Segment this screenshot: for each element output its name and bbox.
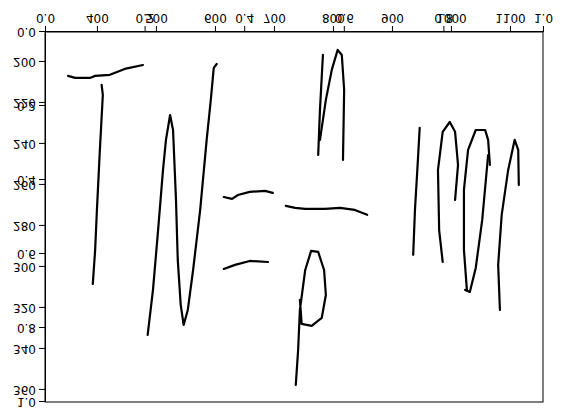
tick-label: 0.0 bbox=[17, 25, 36, 39]
stroke-line bbox=[224, 191, 273, 199]
tick-label: 400 bbox=[86, 11, 109, 25]
tick-label: 0.6 bbox=[17, 247, 36, 261]
tick-mark bbox=[39, 327, 45, 328]
tick: 700 bbox=[263, 11, 286, 32]
tick: 0.4 bbox=[17, 173, 45, 187]
y2-axis: 0.0 0.2 0.4 0.6 0.8 1.0 bbox=[17, 25, 46, 409]
tick-mark bbox=[39, 253, 45, 254]
tick-label: 280 bbox=[13, 219, 36, 233]
stroke-line bbox=[93, 85, 103, 284]
tick-mark bbox=[39, 179, 45, 180]
tick-label: 1.0 bbox=[17, 395, 36, 409]
axis-line bbox=[45, 32, 46, 402]
tick-label: 1.0 bbox=[534, 11, 553, 25]
stroke-line bbox=[413, 128, 419, 255]
tick-label: 600 bbox=[204, 11, 227, 25]
stroke-line bbox=[320, 50, 344, 160]
tick-mark bbox=[344, 26, 345, 32]
tick-mark bbox=[145, 26, 146, 32]
tick-label: 0.4 bbox=[17, 173, 36, 187]
stroke-line bbox=[438, 122, 458, 262]
tick-label: 1100 bbox=[495, 11, 526, 25]
tick-label: 0.8 bbox=[17, 321, 36, 335]
tick-label: 0.6 bbox=[335, 11, 354, 25]
tick: 1.0 bbox=[534, 11, 553, 32]
tick: 0.4 bbox=[235, 11, 254, 32]
tick-mark bbox=[39, 184, 45, 185]
tick-label: 360 bbox=[13, 383, 36, 397]
tick-label: 900 bbox=[381, 11, 404, 25]
tick-label: 0.0 bbox=[36, 11, 55, 25]
axis-line bbox=[46, 31, 544, 32]
tick-mark bbox=[39, 389, 45, 390]
stroke-line bbox=[224, 261, 268, 269]
y-axis: 200220240260280300320340360 bbox=[13, 32, 45, 402]
tick: 280 bbox=[13, 219, 45, 233]
x-axis: 40050060070080090010001100 bbox=[46, 11, 544, 32]
tick: 0.8 bbox=[17, 321, 45, 335]
stroke-line bbox=[296, 251, 326, 385]
tick: 0.6 bbox=[335, 11, 354, 32]
tick: 1100 bbox=[495, 11, 526, 32]
tick-mark bbox=[39, 102, 45, 103]
tick: 900 bbox=[381, 11, 404, 32]
plot-area bbox=[68, 50, 519, 385]
tick-mark bbox=[543, 26, 544, 32]
tick-label: 0.2 bbox=[17, 99, 36, 113]
tick-mark bbox=[39, 307, 45, 308]
tick: 200 bbox=[13, 55, 45, 69]
tick-label: 320 bbox=[13, 301, 36, 315]
stroke-line bbox=[148, 64, 217, 335]
tick-label: 200 bbox=[13, 55, 36, 69]
flipped-chart: 400500600700800900100011000.00.20.40.60.… bbox=[13, 11, 553, 408]
tick: 340 bbox=[13, 342, 45, 356]
tick: 0.0 bbox=[36, 11, 55, 32]
tick-label: 300 bbox=[13, 260, 36, 274]
tick-mark bbox=[45, 26, 46, 32]
tick: 0.8 bbox=[434, 11, 453, 32]
tick: 0.2 bbox=[136, 11, 155, 32]
tick-label: 240 bbox=[13, 137, 36, 151]
tick: 1.0 bbox=[17, 395, 45, 409]
tick-mark bbox=[39, 105, 45, 106]
axis-line bbox=[45, 32, 46, 402]
tick: 320 bbox=[13, 301, 45, 315]
stroke-line bbox=[498, 140, 519, 310]
tick-label: 700 bbox=[263, 11, 286, 25]
tick: 600 bbox=[204, 11, 227, 32]
plot-frame bbox=[45, 32, 543, 402]
tick-label: 340 bbox=[13, 342, 36, 356]
axis-line bbox=[46, 31, 544, 32]
stroke-line bbox=[465, 155, 488, 292]
tick-mark bbox=[39, 266, 45, 267]
stroke-line bbox=[68, 65, 143, 78]
tick: 0.2 bbox=[17, 99, 45, 113]
tick-label: 0.4 bbox=[235, 11, 254, 25]
tick-mark bbox=[39, 31, 45, 32]
tick: 240 bbox=[13, 137, 45, 151]
tick: 0.6 bbox=[17, 247, 45, 261]
tick: 300 bbox=[13, 260, 45, 274]
tick-label: 0.8 bbox=[434, 11, 453, 25]
tick-mark bbox=[39, 401, 45, 402]
stroke-line bbox=[286, 206, 367, 215]
x2-axis: 0.0 0.2 0.4 0.6 0.8 1.0 bbox=[36, 11, 553, 32]
tick-label: 0.2 bbox=[136, 11, 155, 25]
tick-mark bbox=[39, 143, 45, 144]
tick-mark bbox=[39, 348, 45, 349]
chart: 400500600700800900100011000.00.20.40.60.… bbox=[0, 0, 563, 418]
tick-mark bbox=[39, 61, 45, 62]
tick: 360 bbox=[13, 383, 45, 397]
tick-mark bbox=[39, 225, 45, 226]
tick: 0.0 bbox=[17, 25, 45, 39]
tick: 400 bbox=[86, 11, 109, 32]
tick-mark bbox=[443, 26, 444, 32]
tick-mark bbox=[244, 26, 245, 32]
